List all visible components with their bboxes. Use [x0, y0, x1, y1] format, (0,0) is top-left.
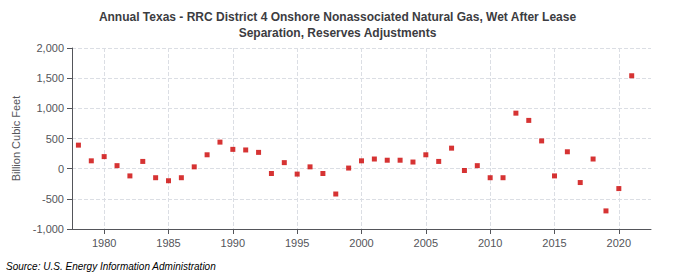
- svg-text:-1,000: -1,000: [33, 223, 64, 235]
- svg-text:500: 500: [46, 133, 64, 145]
- svg-text:2010: 2010: [478, 237, 502, 249]
- svg-text:1,000: 1,000: [36, 102, 64, 114]
- svg-text:1995: 1995: [285, 237, 309, 249]
- svg-text:1980: 1980: [92, 237, 116, 249]
- svg-text:2005: 2005: [414, 237, 438, 249]
- svg-text:Annual Texas - RRC District 4: Annual Texas - RRC District 4 Onshore No…: [99, 10, 577, 24]
- svg-text:2,000: 2,000: [36, 42, 64, 54]
- svg-text:Source: U.S. Energy Informatio: Source: U.S. Energy Information Administ…: [6, 261, 216, 272]
- svg-text:Billion Cubic Feet: Billion Cubic Feet: [10, 96, 22, 182]
- svg-text:-500: -500: [42, 193, 64, 205]
- svg-text:1985: 1985: [156, 237, 180, 249]
- svg-text:2020: 2020: [607, 237, 631, 249]
- svg-text:Separation, Reserves Adjustmen: Separation, Reserves Adjustments: [239, 26, 437, 40]
- svg-text:2000: 2000: [349, 237, 373, 249]
- svg-text:2015: 2015: [542, 237, 566, 249]
- svg-text:0: 0: [58, 163, 64, 175]
- svg-text:1990: 1990: [221, 237, 245, 249]
- svg-text:1,500: 1,500: [36, 72, 64, 84]
